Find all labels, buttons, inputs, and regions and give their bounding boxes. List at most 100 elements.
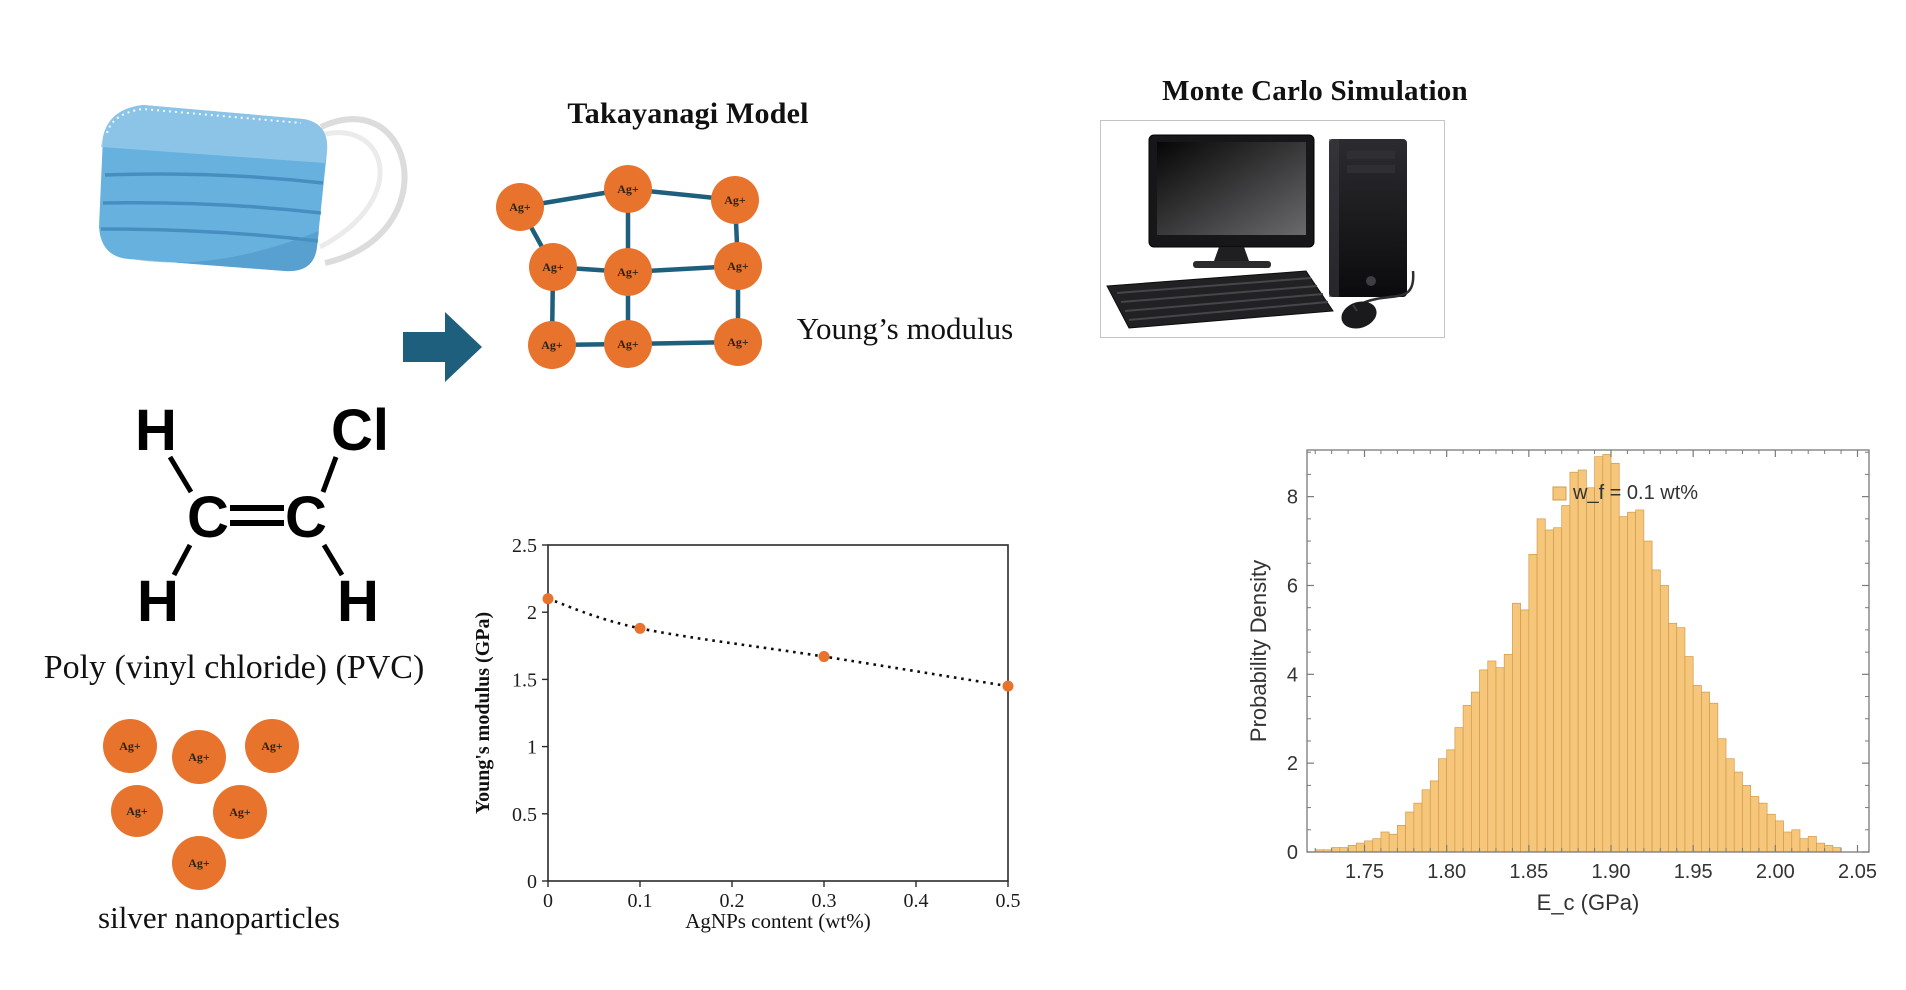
ag-node-label: Ag+ — [724, 193, 746, 207]
legend-label: w_f = 0.1 wt% — [1572, 482, 1698, 504]
ag-node — [496, 183, 544, 231]
silver-nanoparticles-cluster: Ag+ Ag+ Ag+ Ag+ Ag+ Ag+ — [103, 719, 299, 890]
mouse-scroll — [1352, 304, 1358, 312]
x-tick-label: 1.85 — [1509, 861, 1548, 883]
x-tick-label: 0.1 — [628, 890, 653, 912]
silver-nanoparticles-caption: silver nanoparticles — [98, 900, 340, 935]
histogram-bar — [1602, 454, 1612, 853]
histogram-bar — [1676, 627, 1686, 853]
histogram-bar — [1413, 802, 1423, 853]
mask-bottom-shade — [129, 231, 319, 272]
data-point — [1002, 680, 1014, 692]
histogram-bar — [1684, 656, 1694, 853]
vent-slit — [1347, 181, 1395, 184]
x-tick-label: 2.00 — [1756, 861, 1795, 883]
ag-node-label: Ag+ — [617, 337, 639, 351]
y-tick-label: 2 — [1287, 753, 1298, 775]
ag-node-label: Ag+ — [509, 200, 531, 214]
histogram-bar — [1586, 487, 1595, 853]
silver-nanoparticle — [103, 719, 157, 773]
histogram-bar — [1470, 691, 1480, 853]
ag-node — [711, 176, 759, 224]
drive-bay — [1347, 151, 1395, 159]
drive-bay — [1347, 165, 1395, 173]
mask-ear-loop-inner — [314, 130, 383, 250]
histogram-bar — [1618, 516, 1628, 853]
arrow-shape — [403, 312, 482, 382]
histogram-bar — [1569, 471, 1579, 853]
face-mask-image — [99, 105, 408, 272]
x-tick-label: 1.90 — [1592, 861, 1631, 883]
monitor-screen — [1157, 142, 1306, 235]
histogram-bar — [1791, 829, 1801, 853]
histogram-bar — [1774, 820, 1784, 853]
monitor-stand — [1214, 247, 1249, 261]
y-tick-label: 0.5 — [512, 804, 537, 826]
silver-nanoparticle — [111, 785, 163, 837]
plot-frame — [547, 544, 1009, 882]
histogram-bar — [1536, 518, 1546, 853]
histogram-bar — [1758, 802, 1768, 853]
ag-node-label: Ag+ — [617, 265, 639, 279]
x-tick-label: 0 — [543, 890, 553, 912]
x-tick-label: 0.3 — [812, 890, 837, 912]
youngs-modulus-chart: 0 0.5 1 1.5 2 2.5 0 0.1 0.2 0.3 0.4 0.5 AgNPs conten… — [472, 535, 1021, 933]
nanoparticle-label: Ag+ — [126, 804, 148, 818]
y-axis-label: Young's modulus (GPa) — [472, 612, 494, 814]
desktop-computer-image — [1106, 134, 1415, 329]
histogram-bar — [1610, 462, 1620, 853]
histogram-bar — [1750, 796, 1760, 853]
monte-carlo-title: Monte Carlo Simulation — [1162, 75, 1468, 107]
youngs-modulus-text: Young’s modulus — [796, 311, 1014, 346]
pc-tower — [1329, 139, 1407, 297]
histogram-bar — [1643, 540, 1653, 853]
ag-node-label: Ag+ — [541, 338, 563, 352]
x-tick-label: 1.80 — [1427, 861, 1466, 883]
y-tick-label: 4 — [1287, 664, 1298, 686]
y-tick-label: 2.5 — [512, 535, 537, 557]
atom-h: H — [135, 398, 177, 463]
mask-ear-loop — [319, 116, 408, 266]
bond — [171, 543, 193, 577]
nanoparticle-label: Ag+ — [119, 739, 141, 753]
histogram-bar — [1495, 667, 1505, 853]
y-tick-label: 6 — [1287, 575, 1298, 597]
y-tick-label: 2 — [527, 602, 537, 624]
bond — [320, 456, 339, 493]
histogram-bar — [1651, 569, 1661, 853]
histogram-bar — [1668, 622, 1678, 853]
histogram-bar — [1635, 509, 1645, 853]
silver-nanoparticle — [172, 730, 226, 784]
power-button — [1366, 276, 1376, 286]
data-point — [634, 622, 646, 634]
mouse — [1341, 301, 1377, 329]
histogram-bar — [1454, 727, 1464, 853]
key-row — [1116, 277, 1312, 294]
key-row — [1128, 301, 1329, 321]
pc-tower-edge — [1329, 139, 1339, 297]
histogram-bar — [1512, 602, 1521, 853]
histogram-bar — [1561, 505, 1571, 853]
histogram-bar — [1717, 738, 1727, 853]
atom-cl: Cl — [331, 398, 389, 463]
monte-carlo-histogram: 1.75 1.80 1.85 1.90 1.95 2.00 2.05 0 2 4 6 8 E_c (GP… — [1246, 449, 1877, 915]
mask-top-band — [101, 105, 328, 163]
nanoparticle-label: Ag+ — [261, 739, 283, 753]
histogram-bar — [1544, 529, 1554, 853]
takayanagi-network: Ag+ Ag+ Ag+ Ag+ Ag+ Ag+ Ag+ Ag+ Ag+ — [496, 165, 762, 369]
histogram-bar — [1766, 813, 1776, 853]
takayanagi-title: Takayanagi Model — [567, 97, 809, 130]
histogram-bar — [1339, 847, 1349, 853]
silver-nanoparticle — [245, 719, 299, 773]
histogram-bar — [1520, 609, 1530, 853]
plot-frame — [1306, 449, 1870, 853]
x-tick-label: 0.5 — [996, 890, 1021, 912]
y-tick-label: 1 — [527, 737, 537, 759]
mask-pleat — [100, 227, 319, 243]
histogram-bar — [1577, 469, 1587, 853]
histogram-bar — [1372, 838, 1382, 853]
monitor-base — [1193, 261, 1271, 268]
x-tick-label: 2.05 — [1838, 861, 1877, 883]
pvc-caption: Poly (vinyl chloride) (PVC) — [43, 649, 425, 686]
x-axis-label: AgNPs content (wt%) — [685, 909, 870, 933]
